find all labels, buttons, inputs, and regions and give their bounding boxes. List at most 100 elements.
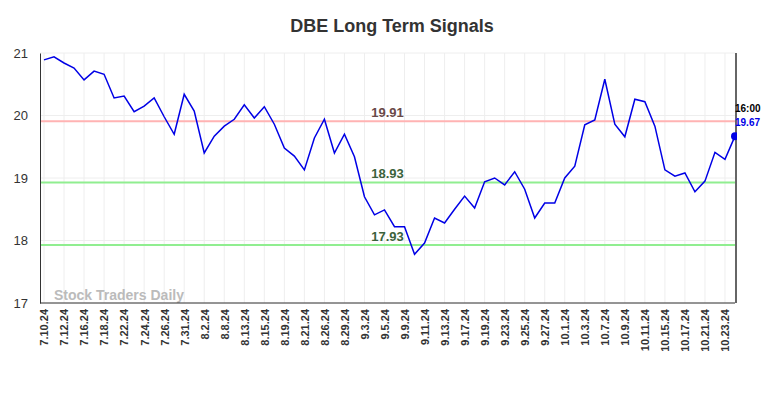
- tick-label: 10.3.24: [579, 308, 591, 346]
- last-value-label: 19.67: [735, 117, 760, 128]
- tick: 9.17.24: [459, 303, 471, 346]
- time-label: 16:00: [735, 103, 761, 114]
- tick: 7.31.24: [179, 303, 191, 346]
- axis-line: [40, 303, 735, 304]
- reference-label: 18.93: [371, 166, 404, 181]
- tick: 21: [14, 46, 40, 61]
- tick: 10.7.24: [599, 303, 611, 346]
- tick: 18: [14, 233, 40, 248]
- grid-line-y: [40, 53, 735, 54]
- tick: 9.9.24: [399, 303, 411, 340]
- tick: 17: [14, 296, 40, 311]
- tick: 7.24.24: [138, 303, 150, 346]
- watermark: Stock Traders Daily: [54, 287, 184, 303]
- tick-label: 7.22.24: [118, 308, 130, 346]
- tick-label: 7.24.24: [138, 308, 150, 346]
- last-point: [731, 132, 737, 140]
- tick: 8.2.24: [199, 303, 211, 340]
- tick-label: 7.16.24: [78, 308, 90, 346]
- tick: 20: [14, 108, 40, 123]
- tick-label: 9.27.24: [539, 308, 551, 346]
- tick-label: 9.5.24: [379, 308, 391, 339]
- tick: 9.5.24: [379, 303, 391, 340]
- chart: DBE Long Term Signals Stock Traders Daily…: [0, 0, 784, 398]
- tick: 8.26.24: [319, 303, 331, 346]
- tick-label: 21: [14, 46, 28, 61]
- tick-label: 9.13.24: [439, 308, 451, 346]
- tick: 9.25.24: [519, 303, 531, 346]
- tick: 8.13.24: [239, 303, 251, 346]
- tick-label: 18: [14, 233, 28, 248]
- tick: 8.29.24: [339, 303, 351, 346]
- reference-line: [40, 181, 735, 183]
- tick: 7.18.24: [98, 303, 110, 346]
- tick: 10.1.24: [559, 303, 571, 346]
- tick-label: 8.2.24: [199, 308, 211, 339]
- tick: 10.23.24: [719, 303, 731, 352]
- tick-label: 17: [14, 296, 28, 311]
- tick: 10.17.24: [679, 303, 691, 352]
- reference-label: 19.91: [371, 105, 404, 120]
- tick-label: 9.19.24: [479, 308, 491, 346]
- title: DBE Long Term Signals: [290, 16, 494, 36]
- tick-label: 8.19.24: [279, 308, 291, 346]
- tick-label: 20: [14, 108, 28, 123]
- tick-label: 10.23.24: [719, 308, 731, 352]
- tick: 10.15.24: [659, 303, 671, 352]
- tick-label: 8.13.24: [239, 308, 251, 346]
- tick: 9.3.24: [359, 303, 371, 340]
- tick-label: 10.11.24: [639, 308, 651, 351]
- tick-label: 9.3.24: [359, 308, 371, 339]
- tick: 8.21.24: [299, 303, 311, 346]
- tick: 9.27.24: [539, 303, 551, 346]
- tick-label: 9.25.24: [519, 308, 531, 346]
- tick: 9.11.24: [419, 303, 431, 345]
- tick: 7.10.24: [38, 303, 50, 346]
- tick-label: 8.8.24: [219, 308, 231, 339]
- tick-label: 19: [14, 171, 28, 186]
- tick-label: 10.7.24: [599, 308, 611, 346]
- tick: 9.13.24: [439, 303, 451, 346]
- tick-label: 8.15.24: [259, 308, 271, 346]
- tick-label: 10.21.24: [699, 308, 711, 352]
- reference-line: [40, 244, 735, 246]
- tick-label: 9.23.24: [499, 308, 511, 346]
- tick-label: 7.26.24: [159, 308, 171, 346]
- tick: 9.19.24: [479, 303, 491, 346]
- tick-label: 10.1.24: [559, 308, 571, 346]
- tick: 10.3.24: [579, 303, 591, 346]
- x-axis: 7.10.24 7.12.24 7.16.24 7.18.24 7.22.24 7.24.…: [38, 303, 735, 352]
- tick: 8.15.24: [259, 303, 271, 346]
- tick-label: 8.26.24: [319, 308, 331, 346]
- tick-label: 7.31.24: [179, 308, 191, 346]
- tick: 10.9.24: [619, 303, 631, 346]
- reference-line: [40, 120, 735, 122]
- tick-label: 7.12.24: [58, 308, 70, 346]
- y-axis: 17 18 19 20 21: [14, 46, 41, 311]
- tick-label: 9.11.24: [419, 308, 431, 345]
- tick: 19: [14, 171, 40, 186]
- tick-label: 7.10.24: [38, 308, 50, 346]
- tick: 7.16.24: [78, 303, 90, 346]
- tick: 7.26.24: [159, 303, 171, 346]
- tick: 10.21.24: [699, 303, 711, 352]
- grid: [40, 53, 735, 303]
- tick-label: 8.29.24: [339, 308, 351, 346]
- tick-label: 10.15.24: [659, 308, 671, 352]
- tick-label: 10.17.24: [679, 308, 691, 352]
- tick: 8.19.24: [279, 303, 291, 346]
- price-line: [44, 57, 735, 255]
- tick: 9.23.24: [499, 303, 511, 346]
- axis-line: [40, 54, 41, 304]
- tick: 7.22.24: [118, 303, 130, 346]
- grid-line-y: [40, 303, 735, 304]
- tick: 10.11.24: [639, 303, 651, 351]
- plot: [44, 57, 737, 255]
- tick: 8.8.24: [219, 303, 231, 340]
- tick-label: 7.18.24: [98, 308, 110, 346]
- reference-label: 17.93: [371, 229, 404, 244]
- tick: 7.12.24: [58, 303, 70, 346]
- tick-label: 8.21.24: [299, 308, 311, 346]
- tick-label: 9.9.24: [399, 308, 411, 339]
- tick-label: 10.9.24: [619, 308, 631, 346]
